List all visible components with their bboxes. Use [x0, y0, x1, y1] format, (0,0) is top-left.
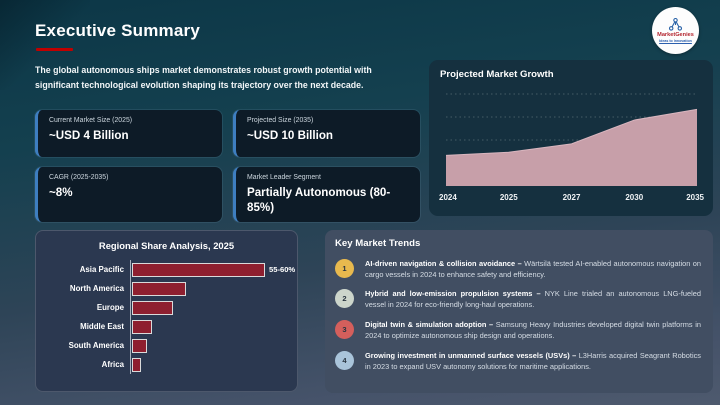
- title-underline: [36, 48, 73, 51]
- bar-track: [130, 355, 297, 374]
- bar-label: Africa: [101, 360, 124, 369]
- page-title: Executive Summary: [35, 21, 200, 40]
- bar: [132, 357, 141, 372]
- bar-track: [130, 298, 297, 317]
- stat-card-cagr: CAGR (2025-2035) ~8%: [35, 167, 222, 222]
- trends-title: Key Market Trends: [335, 238, 421, 249]
- stat-card-label: Projected Size (2035): [247, 117, 314, 124]
- bar-row: North America: [44, 279, 297, 298]
- growth-chart-panel: Projected Market Growth 2024 2025 2027 2030…: [429, 60, 713, 216]
- trend-number-badge: 2: [335, 289, 354, 309]
- bar-row: Middle East: [44, 317, 297, 336]
- trend-desc: L3Harris acquired Seagrant Robotics in 2…: [365, 350, 701, 371]
- trend-number-badge: 1: [335, 258, 354, 278]
- bar-datalabel: 55-60%: [269, 265, 296, 274]
- stat-card-value: ~USD 4 Billion: [49, 128, 129, 142]
- trend-item: 1 AI-driven navigation & collision avoid…: [335, 258, 701, 280]
- molecule-icon: [668, 18, 683, 31]
- stat-card-value: Partially Autonomous (80-85%): [247, 185, 391, 214]
- brand-logo: MarketGenies Ideas to Innovation: [652, 7, 699, 54]
- bar-track: 55-60%: [130, 260, 297, 279]
- bar-label: South America: [68, 341, 124, 350]
- stat-card-label: CAGR (2025-2035): [49, 174, 109, 181]
- market-growth-area-chart: 2024 2025 2027 2030 2035: [439, 93, 705, 202]
- trend-text: AI-driven navigation & collision avoidan…: [365, 258, 701, 280]
- stat-card-label: Market Leader Segment: [247, 174, 321, 181]
- bar-row: Asia Pacific 55-60%: [44, 260, 297, 279]
- svg-text:2025: 2025: [500, 193, 518, 202]
- trend-text: Growing investment in unmanned surface v…: [365, 350, 701, 372]
- stat-card-leader-segment: Market Leader Segment Partially Autonomo…: [233, 167, 420, 222]
- trend-text: Digital twin & simulation adoption – Sam…: [365, 319, 701, 341]
- stat-card-value: ~USD 10 Billion: [247, 128, 334, 142]
- regional-chart-title: Regional Share Analysis, 2025: [98, 240, 235, 251]
- stat-card-projected-size: Projected Size (2035) ~USD 10 Billion: [233, 110, 420, 157]
- bar-label: North America: [69, 284, 124, 293]
- bar-track: [130, 279, 297, 298]
- growth-chart-title: Projected Market Growth: [440, 69, 554, 80]
- bar-track: [130, 336, 297, 355]
- trend-item: 4 Growing investment in unmanned surface…: [335, 350, 701, 372]
- bar-row: South America: [44, 336, 297, 355]
- svg-text:2035: 2035: [686, 193, 704, 202]
- trend-number-badge: 3: [335, 319, 354, 339]
- trend-item: 3 Digital twin & simulation adoption – S…: [335, 319, 701, 341]
- trend-desc: NYK Line trialed an autonomous LNG-fuele…: [365, 289, 701, 310]
- regional-chart-panel: Regional Share Analysis, 2025 Asia Pacif…: [35, 230, 298, 392]
- bar: [132, 262, 265, 277]
- svg-text:2024: 2024: [439, 193, 457, 202]
- intro-text: The global autonomous ships market demon…: [35, 65, 372, 91]
- trend-lead: AI-driven navigation & collision avoidan…: [365, 258, 522, 268]
- bar-label: Europe: [96, 303, 124, 312]
- trends-panel: Key Market Trends 1 AI-driven navigation…: [325, 230, 713, 393]
- stat-card-current-size: Current Market Size (2025) ~USD 4 Billio…: [35, 110, 222, 157]
- bar: [132, 300, 173, 315]
- bar: [132, 338, 147, 353]
- brand-tagline: Ideas to Innovation: [659, 38, 692, 43]
- regional-bar-chart: Asia Pacific 55-60% North America Europe…: [36, 260, 297, 374]
- trend-lead: Growing investment in unmanned surface v…: [365, 350, 577, 360]
- bar: [132, 319, 153, 334]
- trend-item: 2 Hybrid and low-emission propulsion sys…: [335, 288, 701, 310]
- trend-number-badge: 4: [335, 350, 354, 370]
- trend-desc: Wärtsilä tested AI-enabled autonomous na…: [365, 258, 701, 279]
- trend-lead: Digital twin & simulation adoption –: [365, 319, 494, 329]
- bar-row: Africa: [44, 355, 297, 374]
- bar-label: Asia Pacific: [79, 265, 124, 274]
- stat-card-value: ~8%: [49, 185, 73, 199]
- trend-text: Hybrid and low-emission propulsion syste…: [365, 288, 701, 310]
- brand-name: MarketGenies: [657, 32, 694, 39]
- stat-card-label: Current Market Size (2025): [49, 117, 133, 124]
- bar-label: Middle East: [80, 322, 124, 331]
- trend-desc: Samsung Heavy Industries developed digit…: [365, 319, 701, 341]
- stat-cards: Current Market Size (2025) ~USD 4 Billio…: [35, 110, 420, 222]
- bar-track: [130, 317, 297, 336]
- svg-text:2027: 2027: [563, 193, 581, 202]
- bar: [132, 281, 187, 296]
- svg-text:2030: 2030: [625, 193, 643, 202]
- bar-row: Europe: [44, 298, 297, 317]
- trend-lead: Hybrid and low-emission propulsion syste…: [365, 289, 541, 299]
